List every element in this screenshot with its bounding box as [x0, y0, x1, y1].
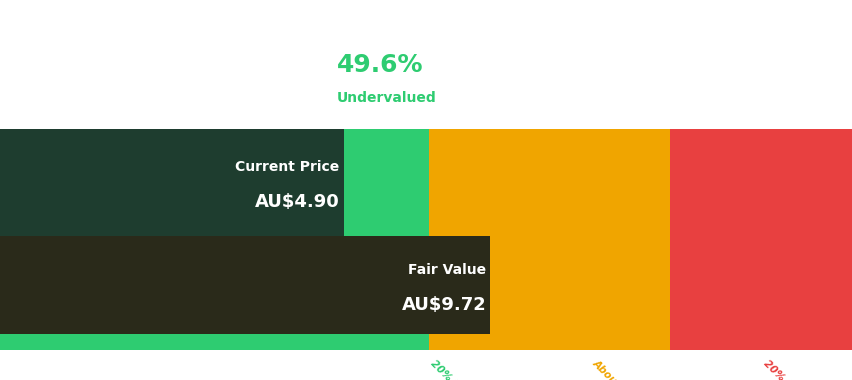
Bar — [429, 129, 511, 350]
Bar — [0, 236, 490, 334]
Text: Fair Value: Fair Value — [407, 263, 486, 277]
Text: 20% Overvalued: 20% Overvalued — [761, 358, 835, 380]
Text: Current Price: Current Price — [235, 160, 339, 174]
Bar — [0, 129, 429, 350]
Text: 49.6%: 49.6% — [337, 53, 423, 77]
Bar — [0, 129, 343, 239]
Text: AU$9.72: AU$9.72 — [401, 296, 486, 314]
Text: 20% Undervalued: 20% Undervalued — [429, 358, 508, 380]
Text: About Right: About Right — [590, 358, 647, 380]
Text: Undervalued: Undervalued — [337, 91, 436, 105]
Bar — [669, 129, 852, 350]
Text: AU$4.90: AU$4.90 — [255, 193, 339, 212]
Bar — [511, 129, 669, 350]
